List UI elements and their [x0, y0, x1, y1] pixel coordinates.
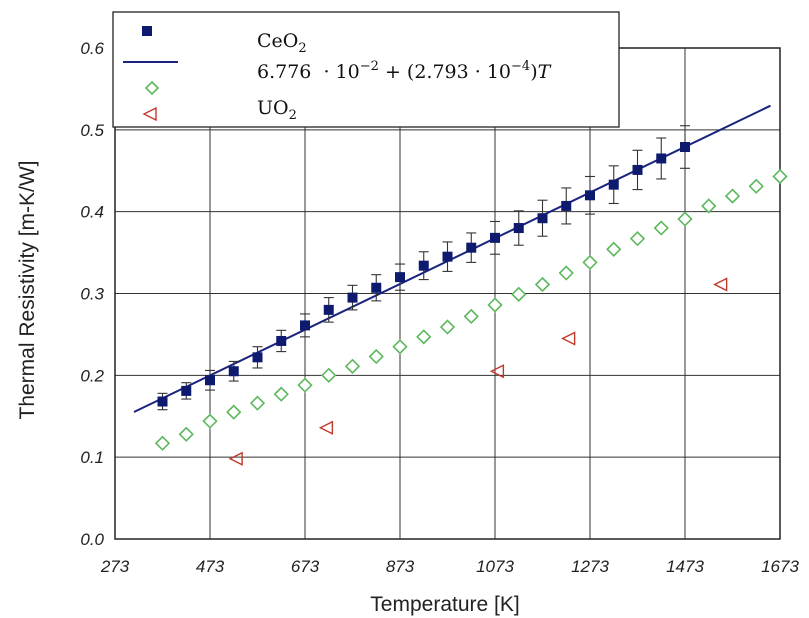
ceo2-point — [608, 179, 619, 190]
diamond-point — [273, 386, 289, 402]
diamond-point — [297, 377, 313, 393]
x-axis-title: Temperature [K] — [370, 593, 519, 616]
diamond-point — [439, 319, 456, 335]
y-tick-label: 0.5 — [80, 121, 104, 140]
y-tick-label: 0.2 — [80, 366, 104, 385]
legend-fit-exp-2: −4 — [511, 59, 530, 74]
uo2-point — [561, 331, 576, 346]
uo2-point — [489, 364, 505, 379]
diamond-point — [178, 426, 194, 442]
x-tick-label: 1273 — [571, 557, 609, 576]
diamond-point — [392, 339, 408, 355]
diamond-point — [534, 276, 551, 293]
ceo2-point — [252, 352, 263, 363]
legend-ceo2-label: CeO2 — [257, 30, 307, 56]
ceo2-point — [276, 335, 287, 346]
ceo2-point — [347, 292, 358, 303]
legend-fit-label: 6.776 · 10−2 + (2.793 · 10−4)T — [257, 59, 552, 83]
y-tick-label: 0.4 — [80, 203, 104, 222]
legend-box — [112, 11, 620, 128]
ceo2-point — [418, 260, 429, 271]
legend-ceo2-marker — [142, 26, 152, 36]
ceo2-point — [490, 232, 500, 243]
x-tick-label: 273 — [100, 557, 130, 576]
ceo2-point — [680, 142, 690, 153]
ceo2-point — [228, 366, 239, 377]
x-tick-label: 473 — [196, 557, 225, 576]
diamond-point — [463, 308, 479, 325]
tick-labels: 273 473 673 873 1073 1273 1473 1673 0.0 0.1 0.2 0.3… — [80, 39, 799, 576]
ceo2-point — [585, 190, 595, 201]
uo2-point — [228, 451, 243, 466]
diamond-point — [653, 220, 669, 236]
x-tick-label: 1073 — [476, 557, 514, 576]
ceo2-point — [371, 282, 382, 293]
ceo2-point — [632, 164, 643, 175]
legend-uo2-label: UO2 — [257, 97, 297, 123]
ceo2-point — [205, 375, 215, 386]
diamond-point — [249, 395, 266, 411]
series-marks — [133, 104, 788, 466]
legend-uo2-marker — [142, 106, 157, 122]
legend-ceo2-sub: 2 — [298, 41, 306, 56]
y-axis-title: Thermal Resistivity [m-K/W] — [16, 160, 39, 419]
legend-diamond-marker — [144, 80, 160, 96]
diamond-point — [416, 329, 432, 345]
uo2-point — [713, 277, 728, 292]
legend-fit-part-6: T — [538, 61, 552, 83]
y-tick-label: 0.6 — [80, 39, 104, 58]
diamond-point — [321, 367, 337, 383]
grid-lines — [114, 47, 781, 540]
x-tick-label: 673 — [291, 557, 320, 576]
legend-ceo2-base: CeO — [257, 30, 298, 52]
diamond-point — [772, 168, 788, 185]
legend-fit-part-0: 6.776 — [257, 61, 317, 83]
ceo2-point — [513, 223, 524, 234]
ceo2-point — [537, 213, 548, 224]
legend-fit-part-3: + (2.793 · 10 — [379, 61, 511, 83]
legend-fit-exp-1: −2 — [360, 59, 379, 74]
ceo2-point — [561, 200, 572, 211]
ceo2-point — [656, 153, 667, 164]
ceo2-point — [466, 242, 477, 253]
y-tick-label: 0.0 — [80, 530, 104, 549]
ceo2-point — [323, 304, 334, 315]
diamond-point — [202, 413, 218, 429]
uo2-point — [318, 420, 334, 435]
legend-uo2-base: UO — [257, 97, 289, 119]
ceo2-point — [395, 272, 405, 283]
legend-uo2-sub: 2 — [289, 108, 297, 123]
diamond-point — [368, 348, 384, 365]
y-tick-label: 0.1 — [80, 448, 104, 467]
diamond-point — [154, 435, 171, 451]
diamond-point — [748, 178, 764, 194]
diamond-point — [558, 265, 574, 281]
ceo2-point — [442, 251, 453, 262]
diamond-point — [677, 211, 693, 227]
x-tick-label: 873 — [386, 557, 415, 576]
x-tick-label: 1673 — [761, 557, 799, 576]
ceo2-point — [181, 385, 192, 396]
diamond-point — [511, 286, 527, 302]
y-tick-label: 0.3 — [80, 285, 104, 304]
diamond-point — [344, 358, 361, 374]
ceo2-point — [157, 396, 168, 407]
diamond-point — [582, 254, 598, 271]
diamond-point — [701, 198, 717, 214]
legend-fit-part-1: · 10 — [317, 61, 359, 83]
diamond-point — [606, 241, 622, 257]
diamond-point — [629, 231, 646, 247]
diamond-point — [724, 188, 741, 204]
diamond-point — [487, 297, 503, 313]
ceo2-point — [300, 320, 310, 331]
x-tick-label: 1473 — [666, 557, 704, 576]
diamond-point — [226, 404, 242, 420]
legend: CeO2 6.776 · 10−2 + (2.793 · 10−4)T UO2 — [112, 11, 620, 128]
legend-fit-part-5: ) — [530, 61, 537, 83]
